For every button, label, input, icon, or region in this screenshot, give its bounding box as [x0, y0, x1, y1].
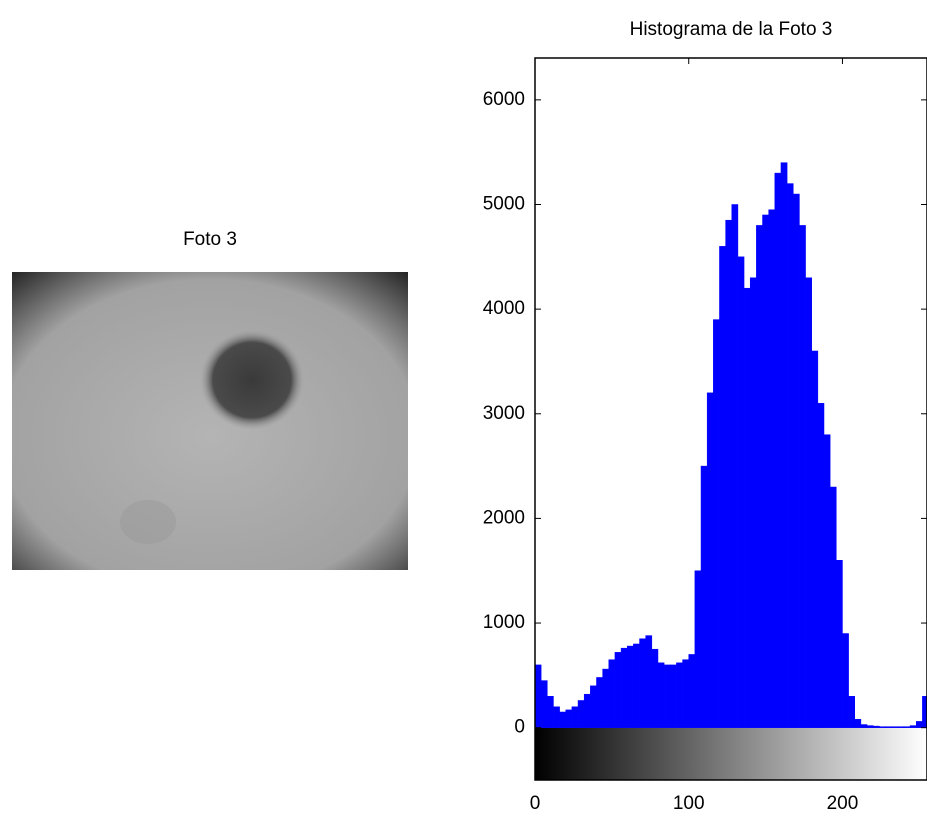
photo [12, 272, 408, 570]
bar [842, 633, 849, 728]
x-tick-label: 100 [673, 793, 705, 814]
axes-box [534, 57, 927, 781]
bar [670, 664, 677, 728]
bar [571, 706, 579, 728]
y-tick-label: 4000 [483, 298, 525, 319]
bar [903, 726, 911, 728]
bar [633, 643, 640, 728]
bar [774, 172, 782, 728]
bar [897, 726, 905, 728]
bar [848, 696, 855, 728]
bar [620, 647, 628, 728]
chart-title: Histograma de la Foto 3 [630, 19, 833, 40]
y-tick-label: 6000 [483, 89, 525, 110]
y-tick-label: 2000 [483, 507, 525, 528]
bar [713, 319, 720, 728]
bar [694, 570, 702, 728]
y-tick-label: 5000 [483, 194, 525, 215]
bar [885, 726, 892, 728]
bar [915, 721, 923, 728]
bar [645, 635, 653, 728]
bar [786, 183, 794, 728]
photo-spot [120, 500, 176, 544]
bar [534, 664, 542, 728]
bar [590, 685, 597, 728]
bar [614, 652, 622, 728]
bar [602, 668, 610, 728]
bar [676, 662, 683, 728]
bar [700, 465, 708, 728]
bar [657, 662, 665, 728]
bar [583, 693, 591, 728]
bar [854, 719, 862, 728]
bar [626, 645, 634, 728]
bar [823, 434, 831, 728]
bar [559, 711, 566, 728]
bar [737, 256, 745, 728]
bar [811, 350, 819, 728]
bar [836, 560, 843, 728]
bar [793, 193, 800, 728]
x-tick-label: 200 [827, 793, 859, 814]
bar [891, 726, 899, 728]
bar [768, 209, 776, 728]
bar [743, 287, 751, 728]
photo-background [12, 272, 408, 570]
bar [577, 700, 585, 728]
bar [608, 659, 616, 728]
bar [817, 403, 825, 728]
bar [596, 677, 603, 728]
bar [719, 246, 726, 728]
bar [866, 725, 874, 728]
bar [565, 709, 573, 728]
bar [540, 680, 548, 728]
bar [663, 664, 671, 728]
bar [547, 696, 554, 728]
bar [682, 659, 689, 728]
bar [909, 725, 917, 728]
bar [879, 726, 886, 728]
bar [725, 219, 733, 728]
bar [553, 706, 560, 728]
bar [780, 162, 788, 728]
y-tick-label: 1000 [483, 612, 525, 633]
bar [860, 724, 868, 728]
photo-spot [200, 330, 304, 430]
bar [756, 225, 763, 728]
bar [639, 638, 646, 728]
bar [805, 277, 812, 728]
bar [688, 654, 696, 728]
x-tick-label: 0 [530, 793, 541, 814]
bar [749, 277, 757, 728]
bar [706, 392, 714, 728]
bar [651, 648, 659, 728]
gray-bar [535, 727, 927, 780]
bar [829, 486, 837, 728]
bar [762, 214, 769, 728]
bar [872, 725, 880, 728]
y-tick-label: 0 [514, 717, 525, 738]
y-tick-label: 3000 [483, 403, 525, 424]
image-title: Foto 3 [183, 229, 237, 250]
bar [799, 225, 806, 728]
bar [731, 204, 739, 728]
